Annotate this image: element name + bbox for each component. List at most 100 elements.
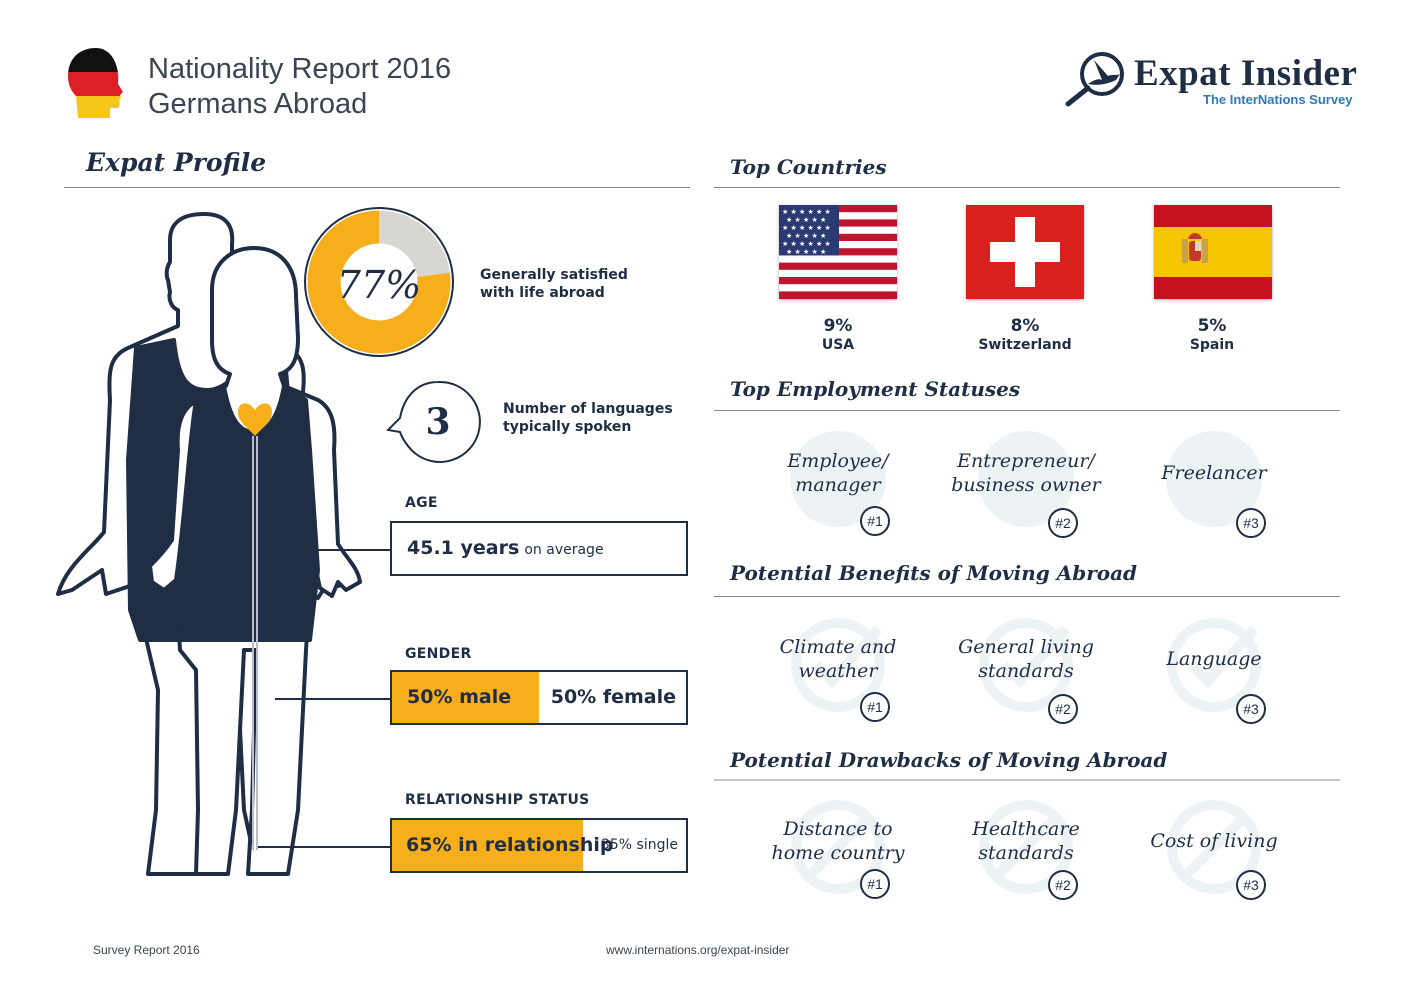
employment-item-3: Freelancer #3 xyxy=(1129,425,1299,545)
checkmark-circle-icon xyxy=(1167,618,1261,712)
age-label: AGE xyxy=(405,495,438,511)
languages-label-line2: typically spoken xyxy=(503,419,632,435)
country-name: Spain xyxy=(1189,337,1235,353)
svg-text:★ ★ ★ ★ ★: ★ ★ ★ ★ ★ xyxy=(786,248,826,256)
prohibited-circle-icon xyxy=(791,800,885,894)
report-title: Nationality Report 2016 Germans Abroad xyxy=(148,52,451,122)
employment-text: Entrepreneur/ business owner xyxy=(941,449,1111,497)
drawback-text: Cost of living xyxy=(1129,829,1299,853)
relationship-label: RELATIONSHIP STATUS xyxy=(405,792,590,808)
background-circle-icon xyxy=(1166,431,1262,527)
gender-male-fill xyxy=(392,672,539,723)
text-line1: Healthcare xyxy=(972,818,1080,840)
text-line2: business owner xyxy=(951,474,1101,496)
text-line1: Employee/ xyxy=(787,450,889,472)
divider xyxy=(714,187,1340,188)
rank-badge: #2 xyxy=(1048,870,1078,900)
country-pct: 9% xyxy=(823,316,853,336)
divider xyxy=(64,187,690,188)
logo-name: Expat Insider xyxy=(1134,53,1358,94)
text-line1: Language xyxy=(1166,648,1262,670)
satisfaction-label-line1: Generally satisfied xyxy=(480,267,628,283)
relationship-box: 65% in relationship 35% single xyxy=(390,818,688,873)
text-line2: standards xyxy=(978,660,1074,682)
gender-connector xyxy=(275,698,390,700)
rank-badge: #2 xyxy=(1048,508,1078,538)
languages-label: Number of languages typically spoken xyxy=(503,400,673,436)
rank-badge: #1 xyxy=(860,869,890,899)
rank-badge: #1 xyxy=(860,692,890,722)
country-spain: 5% Spain xyxy=(1132,316,1292,354)
rank-badge: #2 xyxy=(1048,694,1078,724)
relationship-in: 65% in relationship xyxy=(406,834,614,856)
benefit-text: Climate and weather xyxy=(753,635,923,683)
report-title-line1: Nationality Report 2016 xyxy=(148,53,452,85)
logo-subtitle: The InterNations Survey xyxy=(1203,92,1353,107)
text-line2: standards xyxy=(978,842,1074,864)
age-suffix: on average xyxy=(524,542,604,558)
text-line1: Distance to xyxy=(783,818,893,840)
footer-report-label: Survey Report 2016 xyxy=(93,943,200,957)
employment-item-2: Entrepreneur/ business owner #2 xyxy=(941,425,1111,545)
text-line1: Entrepreneur/ xyxy=(957,450,1095,472)
divider xyxy=(714,779,1340,781)
rank-badge: #3 xyxy=(1236,508,1266,538)
text-line1: Freelancer xyxy=(1161,462,1267,484)
text-line2: manager xyxy=(795,474,881,496)
section-title-benefits: Potential Benefits of Moving Abroad xyxy=(730,561,1138,585)
employment-item-1: Employee/ manager #1 xyxy=(753,425,923,545)
section-title-expat-profile: Expat Profile xyxy=(86,148,267,177)
gender-label: GENDER xyxy=(405,646,472,662)
benefit-text: General living standards xyxy=(941,635,1111,683)
country-usa: 9% USA xyxy=(758,316,918,354)
germany-flag-head-icon xyxy=(68,48,123,118)
languages-label-line1: Number of languages xyxy=(503,401,673,417)
heart-icon xyxy=(238,403,272,436)
text-line2: home country xyxy=(771,842,905,864)
satisfaction-label-line2: with life abroad xyxy=(480,285,605,301)
text-line1: General living xyxy=(958,636,1094,658)
country-pct: 8% xyxy=(1010,316,1040,336)
drawback-text: Distance to home country xyxy=(753,817,923,865)
couple-illustration xyxy=(56,212,362,876)
relationship-fill xyxy=(392,820,584,871)
text-line2: weather xyxy=(798,660,878,682)
divider xyxy=(714,596,1340,597)
employment-text: Freelancer xyxy=(1129,461,1299,485)
section-title-top-countries: Top Countries xyxy=(730,155,887,179)
benefit-item-1: Climate and weather #1 xyxy=(753,611,923,731)
prohibited-circle-icon xyxy=(1167,800,1261,894)
age-value: 45.1 years xyxy=(407,537,520,559)
languages-value: 3 xyxy=(425,401,450,443)
rank-badge: #1 xyxy=(860,506,890,536)
divider xyxy=(714,410,1340,411)
spain-flag-icon xyxy=(1154,205,1272,299)
svg-text:★ ★ ★ ★ ★ ★: ★ ★ ★ ★ ★ ★ xyxy=(782,208,831,216)
age-value-text: 45.1 years on average xyxy=(407,523,604,574)
satisfaction-label: Generally satisfied with life abroad xyxy=(480,266,628,302)
satisfaction-donut: 77% xyxy=(304,207,454,357)
footer-url-link[interactable]: www.internations.org/expat-insider xyxy=(606,943,790,957)
relationship-single: 35% single xyxy=(600,837,678,853)
gender-female: 50% female xyxy=(550,686,676,708)
employment-text: Employee/ manager xyxy=(753,449,923,497)
usa-flag-icon: ★ ★ ★ ★ ★ ★ ★ ★ ★ ★ ★ ★ ★ ★ ★ ★ ★ ★ ★ ★ … xyxy=(779,205,897,299)
report-title-line2: Germans Abroad xyxy=(148,88,368,120)
section-title-employment: Top Employment Statuses xyxy=(730,377,1021,401)
relationship-connector xyxy=(258,846,391,848)
satisfaction-value: 77% xyxy=(337,263,421,307)
rank-badge: #3 xyxy=(1236,694,1266,724)
svg-text:★ ★ ★ ★ ★ ★: ★ ★ ★ ★ ★ ★ xyxy=(782,240,831,248)
drawback-text: Healthcare standards xyxy=(941,817,1111,865)
text-line1: Cost of living xyxy=(1150,830,1278,852)
magnifier-bird-icon xyxy=(1065,52,1124,107)
country-name: USA xyxy=(821,337,855,353)
background-circle-icon xyxy=(790,431,886,527)
rank-badge: #3 xyxy=(1236,870,1266,900)
gender-box: 50% male 50% female xyxy=(390,670,688,725)
svg-text:★ ★ ★ ★ ★: ★ ★ ★ ★ ★ xyxy=(786,216,826,224)
prohibited-circle-icon xyxy=(979,800,1073,894)
svg-text:★ ★ ★ ★ ★ ★: ★ ★ ★ ★ ★ ★ xyxy=(782,224,831,232)
background-circle-icon xyxy=(978,431,1074,527)
text-line1: Climate and xyxy=(779,636,897,658)
